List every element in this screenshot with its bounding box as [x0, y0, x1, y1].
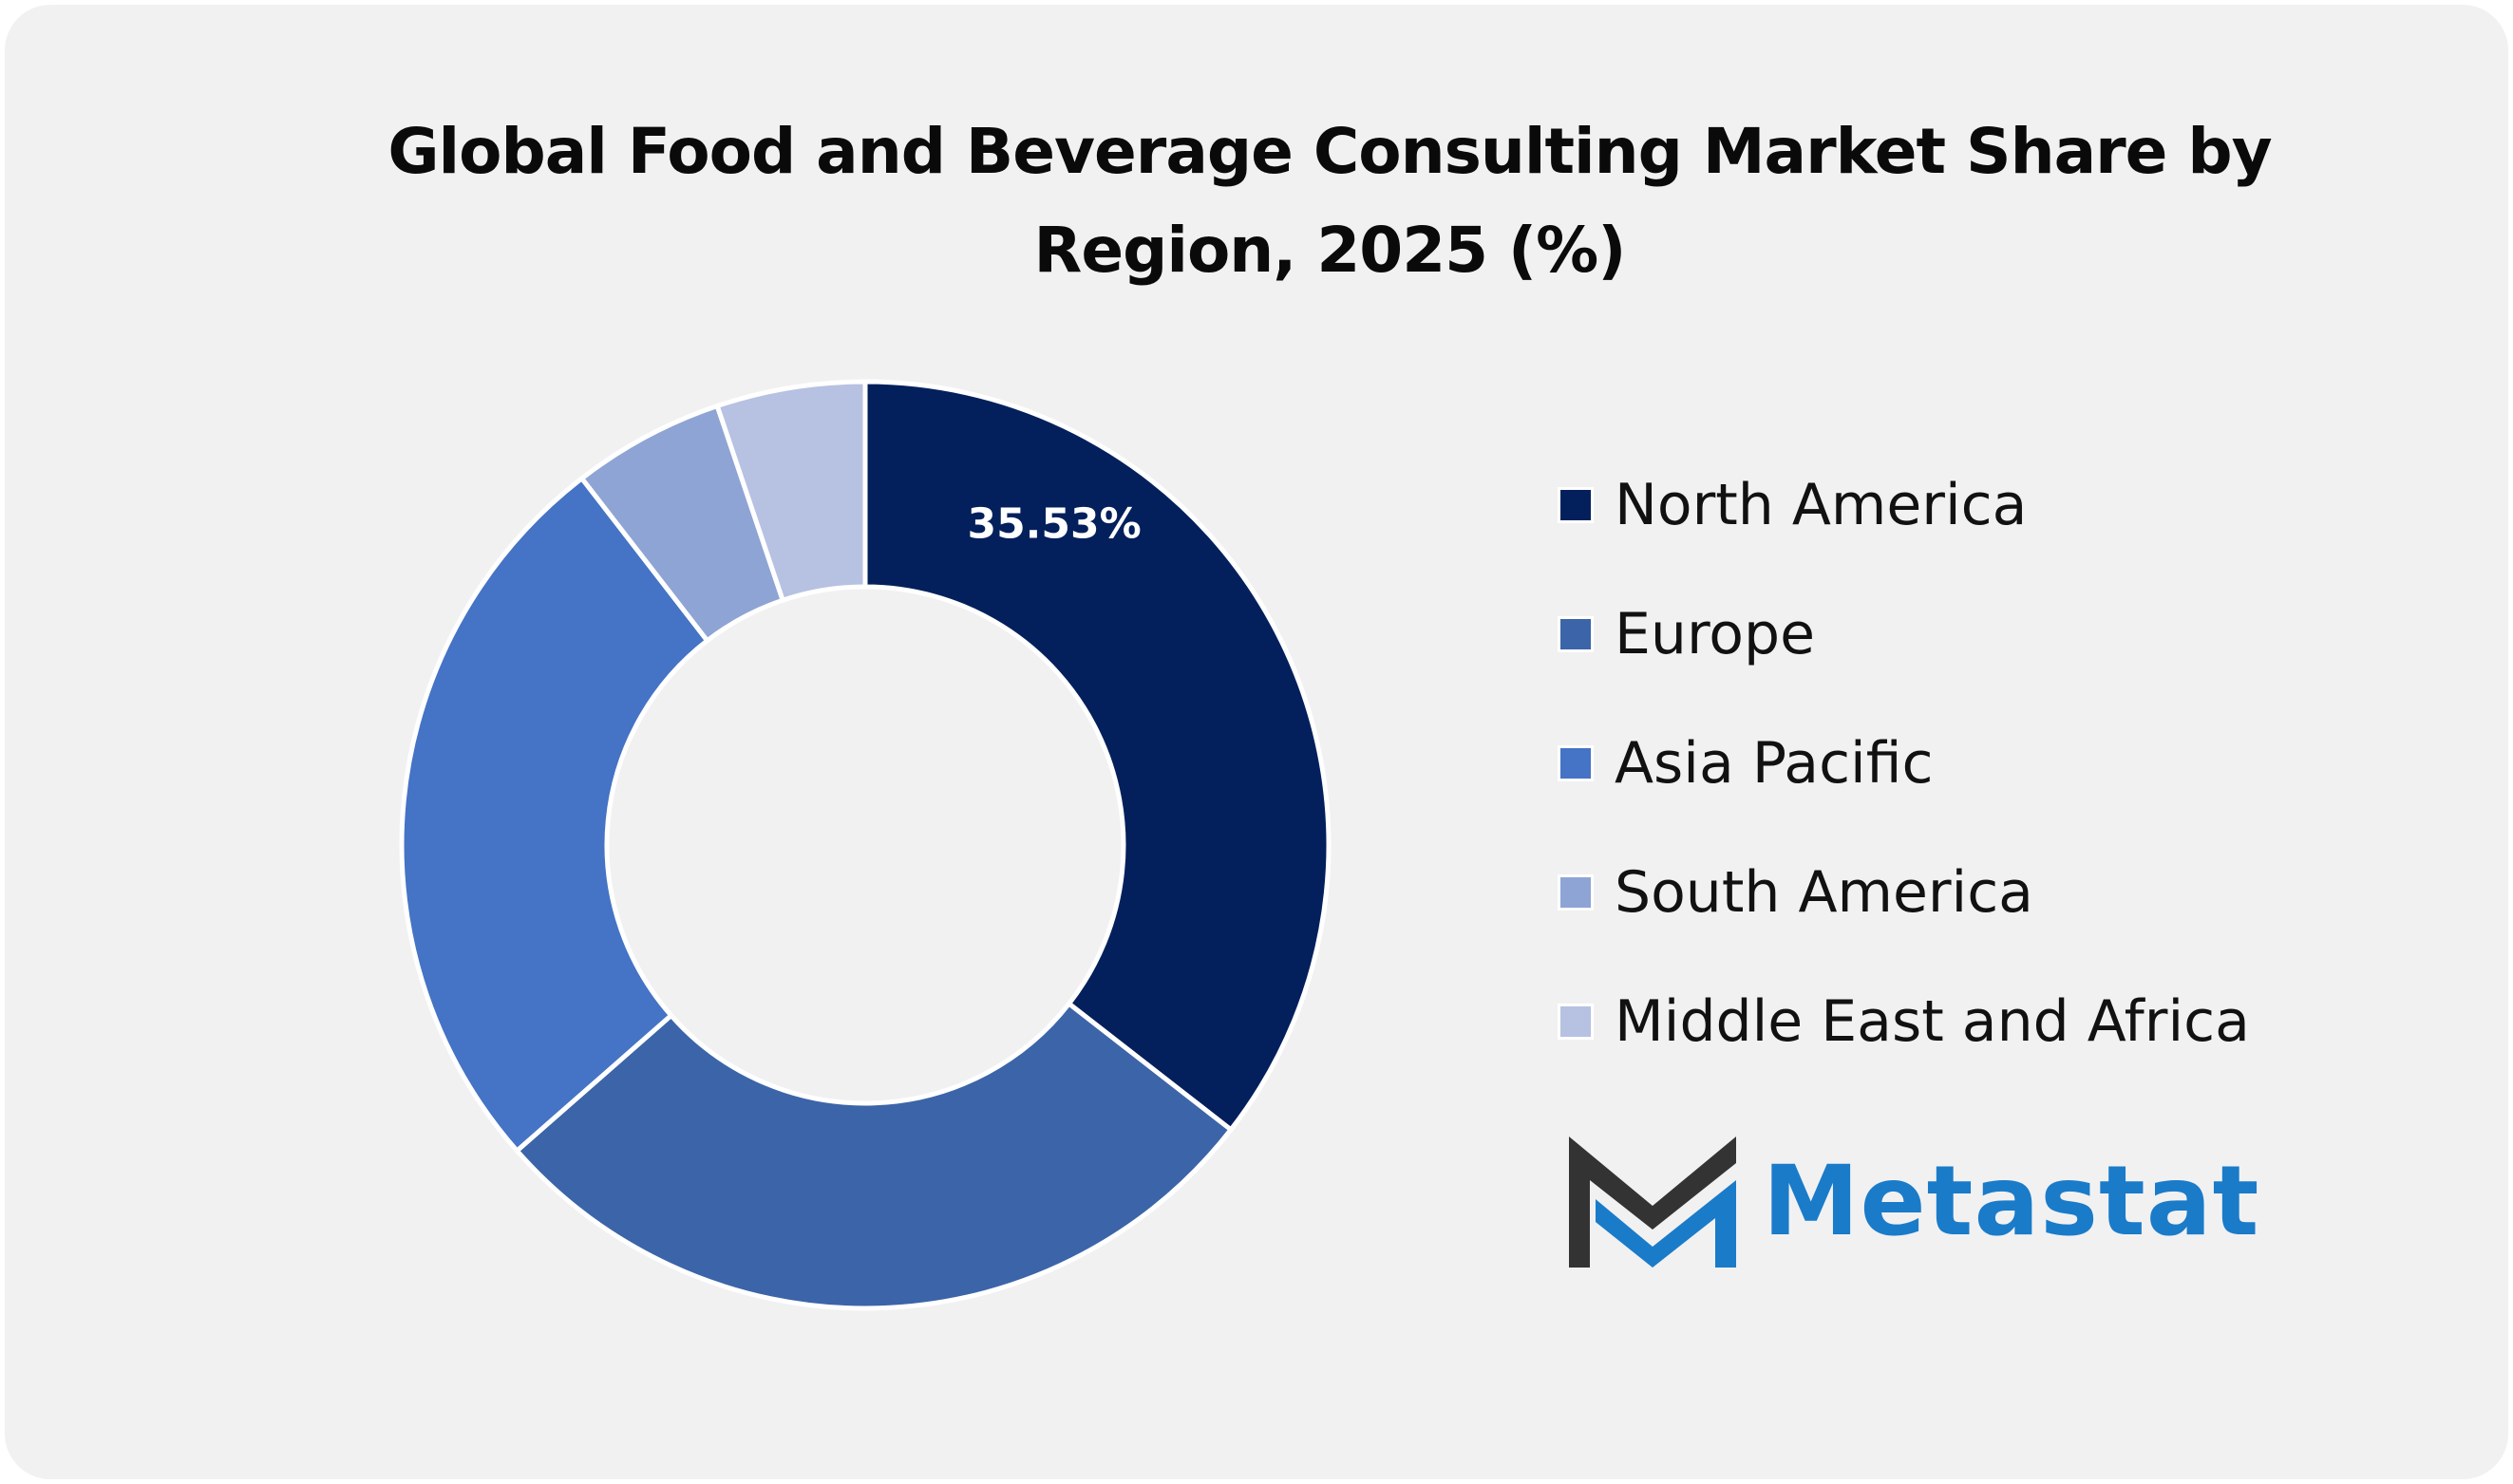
slice-middle-east-and-africa	[714, 379, 868, 604]
chart-legend: North America Europe Asia Pacific South Ame…	[1558, 441, 2250, 1086]
legend-swatch	[1558, 1004, 1594, 1040]
brand-name: Metastat	[1763, 1144, 2260, 1258]
legend-item: Europe	[1558, 570, 2250, 699]
legend-label: Middle East and Africa	[1615, 988, 2250, 1055]
donut-data-labels: 35.53%	[967, 500, 1141, 549]
legend-swatch	[1558, 874, 1594, 911]
legend-item: Middle East and Africa	[1558, 957, 2250, 1086]
legend-item: Asia Pacific	[1558, 699, 2250, 828]
legend-label: North America	[1615, 472, 2028, 538]
slice-europe	[513, 1000, 1235, 1311]
legend-label: South America	[1615, 859, 2033, 926]
slice-asia-pacific	[399, 475, 711, 1155]
legend-swatch	[1558, 487, 1594, 523]
legend-item: North America	[1558, 441, 2250, 570]
metastat-logo: Metastat	[1558, 1125, 2259, 1277]
legend-item: South America	[1558, 828, 2250, 957]
donut-slices	[399, 379, 1332, 1311]
metastat-m-logo-icon	[1569, 1136, 1736, 1268]
data-label-north-america: 35.53%	[967, 500, 1141, 549]
legend-swatch	[1558, 616, 1594, 652]
slice-north-america	[862, 379, 1332, 1134]
chart-title: Global Food and Beverage Consulting Mark…	[387, 115, 2272, 287]
legend-label: Europe	[1615, 601, 1815, 667]
legend-swatch	[1558, 745, 1594, 781]
legend-label: Asia Pacific	[1615, 730, 1934, 797]
